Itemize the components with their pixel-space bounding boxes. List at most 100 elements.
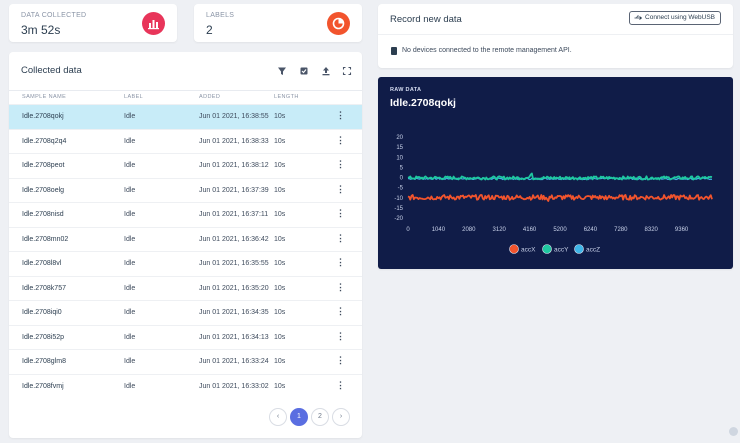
sample-name: Idle.2708nisd bbox=[22, 211, 64, 218]
table-row[interactable]: Idle.2708peot Idle Jun 01 2021, 16:38:12 10… bbox=[9, 153, 362, 178]
sample-added: Jun 01 2021, 16:34:35 bbox=[199, 309, 269, 316]
pagination-page-1[interactable]: 1 bbox=[290, 408, 308, 426]
x-tick-label: 4160 bbox=[523, 227, 537, 233]
legend-marker bbox=[509, 244, 519, 254]
table-row[interactable]: Idle.2708iqi0 Idle Jun 01 2021, 16:34:35 10… bbox=[9, 300, 362, 325]
sample-name: Idle.2708peot bbox=[22, 162, 65, 169]
connect-webusb-button[interactable]: Connect using WebUSB bbox=[629, 11, 721, 25]
y-tick-label: 10 bbox=[396, 155, 403, 161]
y-tick-label: 15 bbox=[396, 145, 403, 151]
row-menu-icon[interactable]: ⋮ bbox=[336, 281, 345, 292]
row-menu-icon[interactable]: ⋮ bbox=[336, 183, 345, 194]
column-header: SAMPLE NAME bbox=[22, 94, 67, 100]
stat-label: LABELS bbox=[206, 12, 235, 19]
sample-name: Idle.2708glm8 bbox=[22, 358, 66, 365]
column-header: ADDED bbox=[199, 94, 221, 100]
sample-label: Idle bbox=[124, 211, 136, 218]
sample-length: 10s bbox=[274, 358, 286, 365]
x-tick-label: 7280 bbox=[614, 227, 628, 233]
sample-added: Jun 01 2021, 16:35:20 bbox=[199, 284, 269, 292]
y-tick-label: -5 bbox=[398, 186, 404, 192]
raw-data-panel: 20 15 10 5 0 -5 -10 -15 -20 0 1040 2080 3120 4160 5200… bbox=[378, 77, 733, 269]
sample-added: Jun 01 2021, 16:37:39 bbox=[199, 186, 269, 194]
sample-length: 10s bbox=[274, 113, 286, 120]
collected-data-card: Collected data SAMPLE NAME LABEL ADDED L… bbox=[9, 52, 362, 438]
x-tick-label: 5200 bbox=[553, 227, 567, 233]
sample-name: Idle.2708q2q4 bbox=[22, 137, 67, 145]
sample-label: Idle bbox=[124, 186, 136, 194]
row-menu-icon[interactable]: ⋮ bbox=[336, 379, 345, 390]
sample-added: Jun 01 2021, 16:35:55 bbox=[199, 260, 269, 267]
help-icon[interactable] bbox=[729, 427, 738, 436]
pagination-next-button[interactable]: › bbox=[332, 408, 350, 426]
card-title: Record new data bbox=[390, 14, 462, 25]
sample-label: Idle bbox=[124, 333, 136, 341]
row-menu-icon[interactable]: ⋮ bbox=[336, 330, 345, 341]
raw-data-sample-name: Idle.2708qokj bbox=[390, 97, 456, 109]
row-menu-icon[interactable]: ⋮ bbox=[336, 355, 345, 365]
table-row[interactable]: Idle.2708fvmj Idle Jun 01 2021, 16:33:02 10… bbox=[9, 373, 362, 399]
sample-length: 10s bbox=[274, 333, 286, 341]
series-line-accX bbox=[407, 194, 713, 202]
pagination-prev-button[interactable]: ‹ bbox=[269, 408, 287, 426]
sample-added: Jun 01 2021, 16:37:11 bbox=[199, 211, 269, 218]
upload-icon[interactable] bbox=[320, 64, 332, 76]
sample-added: Jun 01 2021, 16:38:33 bbox=[199, 137, 269, 145]
sample-added: Jun 01 2021, 16:36:42 bbox=[199, 235, 269, 243]
y-tick-label: -10 bbox=[394, 196, 403, 202]
select-icon[interactable] bbox=[298, 64, 310, 76]
table-row[interactable]: Idle.2708l8vl Idle Jun 01 2021, 16:35:55 10… bbox=[9, 251, 362, 276]
x-tick-label: 6240 bbox=[584, 227, 598, 233]
sample-label: Idle bbox=[124, 235, 136, 243]
sample-length: 10s bbox=[274, 186, 286, 194]
sample-length: 10s bbox=[274, 137, 286, 145]
expand-icon[interactable] bbox=[341, 64, 353, 76]
sample-added: Jun 01 2021, 16:33:02 bbox=[199, 382, 269, 390]
legend-marker bbox=[574, 244, 584, 254]
table-row[interactable]: Idle.2708k757 Idle Jun 01 2021, 16:35:20 10… bbox=[9, 275, 362, 301]
sample-length: 10s bbox=[274, 162, 286, 169]
record-new-data-card: Record new data Connect using WebUSB No … bbox=[378, 4, 733, 68]
y-tick-label: 0 bbox=[400, 176, 404, 182]
x-tick-label: 3120 bbox=[493, 227, 507, 233]
sample-added: Jun 01 2021, 16:33:24 bbox=[199, 358, 269, 365]
filter-icon[interactable] bbox=[276, 64, 288, 76]
row-menu-icon[interactable]: ⋮ bbox=[336, 110, 345, 120]
row-menu-icon[interactable]: ⋮ bbox=[336, 232, 345, 243]
sample-label: Idle bbox=[124, 382, 136, 390]
row-menu-icon[interactable]: ⋮ bbox=[336, 306, 345, 316]
sample-added: Jun 01 2021, 16:38:12 bbox=[199, 162, 269, 169]
table-header: SAMPLE NAME LABEL ADDED LENGTH bbox=[9, 90, 362, 104]
table-row[interactable]: Idle.2708nisd Idle Jun 01 2021, 16:37:11 10… bbox=[9, 202, 362, 227]
sample-added: Jun 01 2021, 16:34:13 bbox=[199, 333, 269, 341]
table-row[interactable]: Idle.2708oelg Idle Jun 01 2021, 16:37:39 10… bbox=[9, 177, 362, 203]
column-header: LABEL bbox=[124, 94, 144, 100]
table-row[interactable]: Idle.2708mn02 Idle Jun 01 2021, 16:36:42 10… bbox=[9, 226, 362, 252]
sample-length: 10s bbox=[274, 260, 286, 267]
sample-name: Idle.2708oelg bbox=[22, 186, 65, 194]
stat-card-data-collected: DATA COLLECTED 3m 52s bbox=[9, 4, 177, 42]
table-row[interactable]: Idle.2708i52p Idle Jun 01 2021, 16:34:13 10… bbox=[9, 324, 362, 350]
sample-label: Idle bbox=[124, 137, 136, 145]
x-tick-label: 0 bbox=[406, 227, 410, 233]
legend-marker bbox=[542, 244, 552, 254]
row-menu-icon[interactable]: ⋮ bbox=[336, 134, 345, 145]
table-row[interactable]: Idle.2708q2q4 Idle Jun 01 2021, 16:38:33 10… bbox=[9, 128, 362, 154]
sample-name: Idle.2708qokj bbox=[22, 113, 64, 120]
y-tick-label: 5 bbox=[400, 165, 404, 171]
x-tick-label: 8320 bbox=[645, 227, 659, 233]
sample-length: 10s bbox=[274, 211, 286, 218]
row-menu-icon[interactable]: ⋮ bbox=[336, 208, 345, 218]
connect-webusb-label: Connect using WebUSB bbox=[645, 14, 715, 21]
sample-name: Idle.2708k757 bbox=[22, 284, 66, 292]
table-row[interactable]: Idle.2708qokj Idle Jun 01 2021, 16:38:55 10… bbox=[9, 104, 362, 129]
stat-value: 2 bbox=[206, 23, 213, 37]
sample-added: Jun 01 2021, 16:38:55 bbox=[199, 113, 269, 120]
sample-name: Idle.2708fvmj bbox=[22, 382, 64, 390]
row-menu-icon[interactable]: ⋮ bbox=[336, 159, 345, 169]
table-row[interactable]: Idle.2708glm8 Idle Jun 01 2021, 16:33:24 10… bbox=[9, 349, 362, 374]
sample-label: Idle bbox=[124, 260, 136, 267]
pagination-page-2[interactable]: 2 bbox=[311, 408, 329, 426]
sample-length: 10s bbox=[274, 235, 286, 243]
row-menu-icon[interactable]: ⋮ bbox=[336, 257, 345, 267]
